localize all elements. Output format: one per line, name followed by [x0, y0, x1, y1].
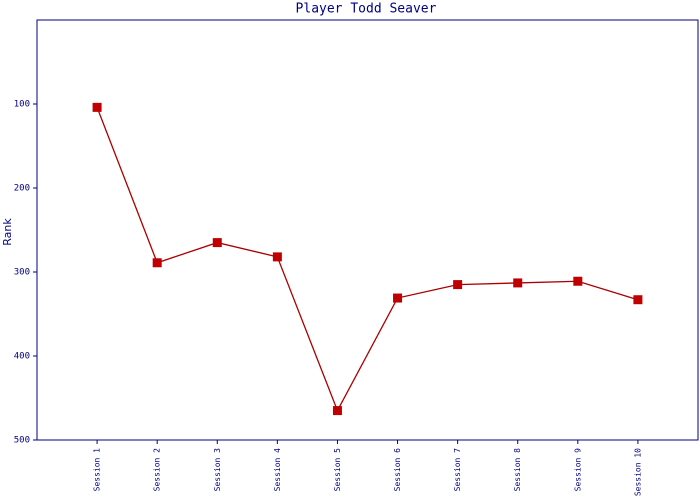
- x-tick-label: Session 7: [453, 448, 462, 492]
- y-tick-label: 100: [14, 100, 30, 110]
- point-marker: [212, 238, 222, 248]
- series-line: [96, 107, 639, 413]
- point-marker: [152, 258, 162, 268]
- y-tick-label: 200: [14, 184, 30, 194]
- x-tick-label: Session 1: [93, 448, 102, 492]
- point-marker: [92, 102, 102, 112]
- x-tick-label: Session 6: [393, 448, 402, 492]
- point-marker: [272, 252, 282, 262]
- x-tick-label: Session 3: [213, 448, 222, 492]
- x-tick-label: Session 10: [633, 448, 642, 496]
- x-tick-label: Session 2: [153, 448, 162, 492]
- y-tick-label: 400: [14, 352, 30, 362]
- x-tick-label: Session 4: [273, 448, 282, 492]
- x-tick-label: Session 8: [513, 448, 522, 492]
- point-marker: [633, 295, 643, 305]
- point-marker: [332, 406, 342, 416]
- point-marker: [393, 293, 403, 303]
- y-axis-label: Rank: [1, 218, 14, 246]
- plot-frame: [36, 19, 699, 441]
- x-tick-label: Session 9: [573, 448, 582, 492]
- point-marker: [573, 276, 583, 286]
- point-marker: [513, 278, 523, 288]
- y-tick-label: 500: [14, 436, 30, 446]
- y-tick-label: 300: [14, 268, 30, 278]
- x-tick-label: Session 5: [333, 448, 342, 492]
- chart-title: Player Todd Seaver: [296, 2, 437, 17]
- point-marker: [453, 280, 463, 290]
